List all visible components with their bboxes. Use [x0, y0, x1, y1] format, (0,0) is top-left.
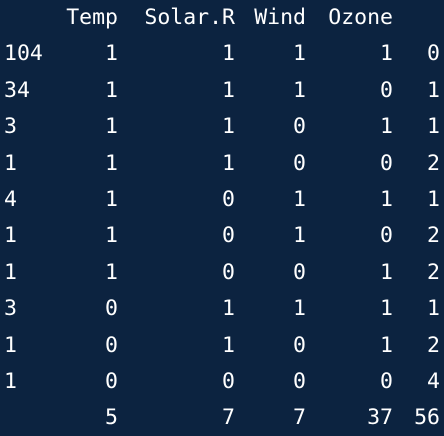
table-cell: 2	[427, 223, 440, 249]
table-cell: 1	[293, 296, 306, 322]
table-cell: 1	[427, 187, 440, 212]
row-label: 1	[4, 332, 17, 358]
table-cell: 1	[222, 296, 235, 322]
row-label: 34	[4, 77, 30, 103]
table-row: 1 0 0 0 0 4	[0, 364, 444, 400]
table-cell: 1	[293, 77, 306, 103]
row-label: 1	[4, 259, 17, 285]
table-row: 4 1 0 1 1 1	[0, 182, 444, 218]
table-cell: 0	[222, 259, 235, 285]
row-label: 104	[4, 41, 43, 67]
table-cell: 0	[105, 369, 118, 394]
table-cell: 1	[105, 77, 118, 103]
table-cell: 0	[380, 223, 393, 249]
table-cell: 1	[105, 259, 118, 285]
table-cell: 1	[222, 332, 235, 358]
table-cell: 1	[222, 114, 235, 140]
table-cell: 1	[105, 187, 118, 212]
table-row: 1 1 0 1 0 2	[0, 218, 444, 254]
table-cell: 0	[427, 41, 440, 67]
table-cell: 1	[222, 41, 235, 67]
table-cell: 1	[293, 41, 306, 67]
table-cell: 0	[293, 332, 306, 358]
row-label: 1	[4, 369, 17, 394]
table-cell: 1	[105, 150, 118, 176]
table-cell: 1	[105, 114, 118, 140]
table-cell: 0	[105, 332, 118, 358]
table-totals: 5 7 7 37 56	[0, 400, 444, 436]
table-cell: 1	[293, 223, 306, 249]
table-cell: 0	[105, 296, 118, 322]
table-row: 104 1 1 1 1 0	[0, 36, 444, 72]
table-cell: 0	[293, 114, 306, 140]
table-cell: 1	[380, 259, 393, 285]
table-cell: 0	[380, 77, 393, 103]
row-label: 3	[4, 296, 17, 322]
table-row: 3 1 1 0 1 1	[0, 109, 444, 145]
total-cell: 7	[222, 405, 235, 431]
table-cell: 0	[293, 259, 306, 285]
table-cell: 1	[222, 77, 235, 103]
total-cell: 37	[367, 405, 393, 431]
table-cell: 2	[427, 332, 440, 358]
total-cell: 56	[414, 405, 440, 431]
row-label: 3	[4, 114, 17, 140]
table-cell: 0	[222, 223, 235, 249]
table-cell: 1	[222, 150, 235, 176]
table-header: Temp Solar.R Wind Ozone	[0, 0, 444, 36]
table-row: 1 1 0 0 1 2	[0, 255, 444, 291]
table-cell: 0	[293, 150, 306, 176]
table-cell: 1	[105, 41, 118, 67]
table-row: 3 0 1 1 1 1	[0, 291, 444, 327]
total-cell: 5	[105, 405, 118, 431]
column-header: Ozone	[328, 5, 393, 30]
table-cell: 4	[427, 369, 440, 394]
table-cell: 0	[293, 369, 306, 394]
table-cell: 1	[427, 296, 440, 322]
row-label: 4	[4, 187, 17, 212]
table-row: 1 1 1 0 0 2	[0, 146, 444, 182]
row-label: 1	[4, 150, 17, 176]
table-cell: 0	[380, 369, 393, 394]
column-header: Solar.R	[144, 5, 235, 30]
table-row: 1 0 1 0 1 2	[0, 328, 444, 364]
table-cell: 1	[427, 114, 440, 140]
table-cell: 1	[380, 114, 393, 140]
table-cell: 1	[380, 332, 393, 358]
table-cell: 2	[427, 150, 440, 176]
table-cell: 0	[380, 150, 393, 176]
table-cell: 1	[293, 187, 306, 212]
table-cell: 0	[222, 187, 235, 212]
table-cell: 0	[222, 369, 235, 394]
table-cell: 2	[427, 259, 440, 285]
column-header: Wind	[254, 5, 306, 30]
row-label: 1	[4, 223, 17, 249]
table-cell: 1	[105, 223, 118, 249]
total-cell: 7	[293, 405, 306, 431]
table-cell: 1	[380, 187, 393, 212]
table-cell: 1	[427, 77, 440, 103]
table-cell: 1	[380, 296, 393, 322]
column-header: Temp	[66, 5, 118, 30]
table-cell: 1	[380, 41, 393, 67]
table-row: 34 1 1 1 0 1	[0, 73, 444, 109]
